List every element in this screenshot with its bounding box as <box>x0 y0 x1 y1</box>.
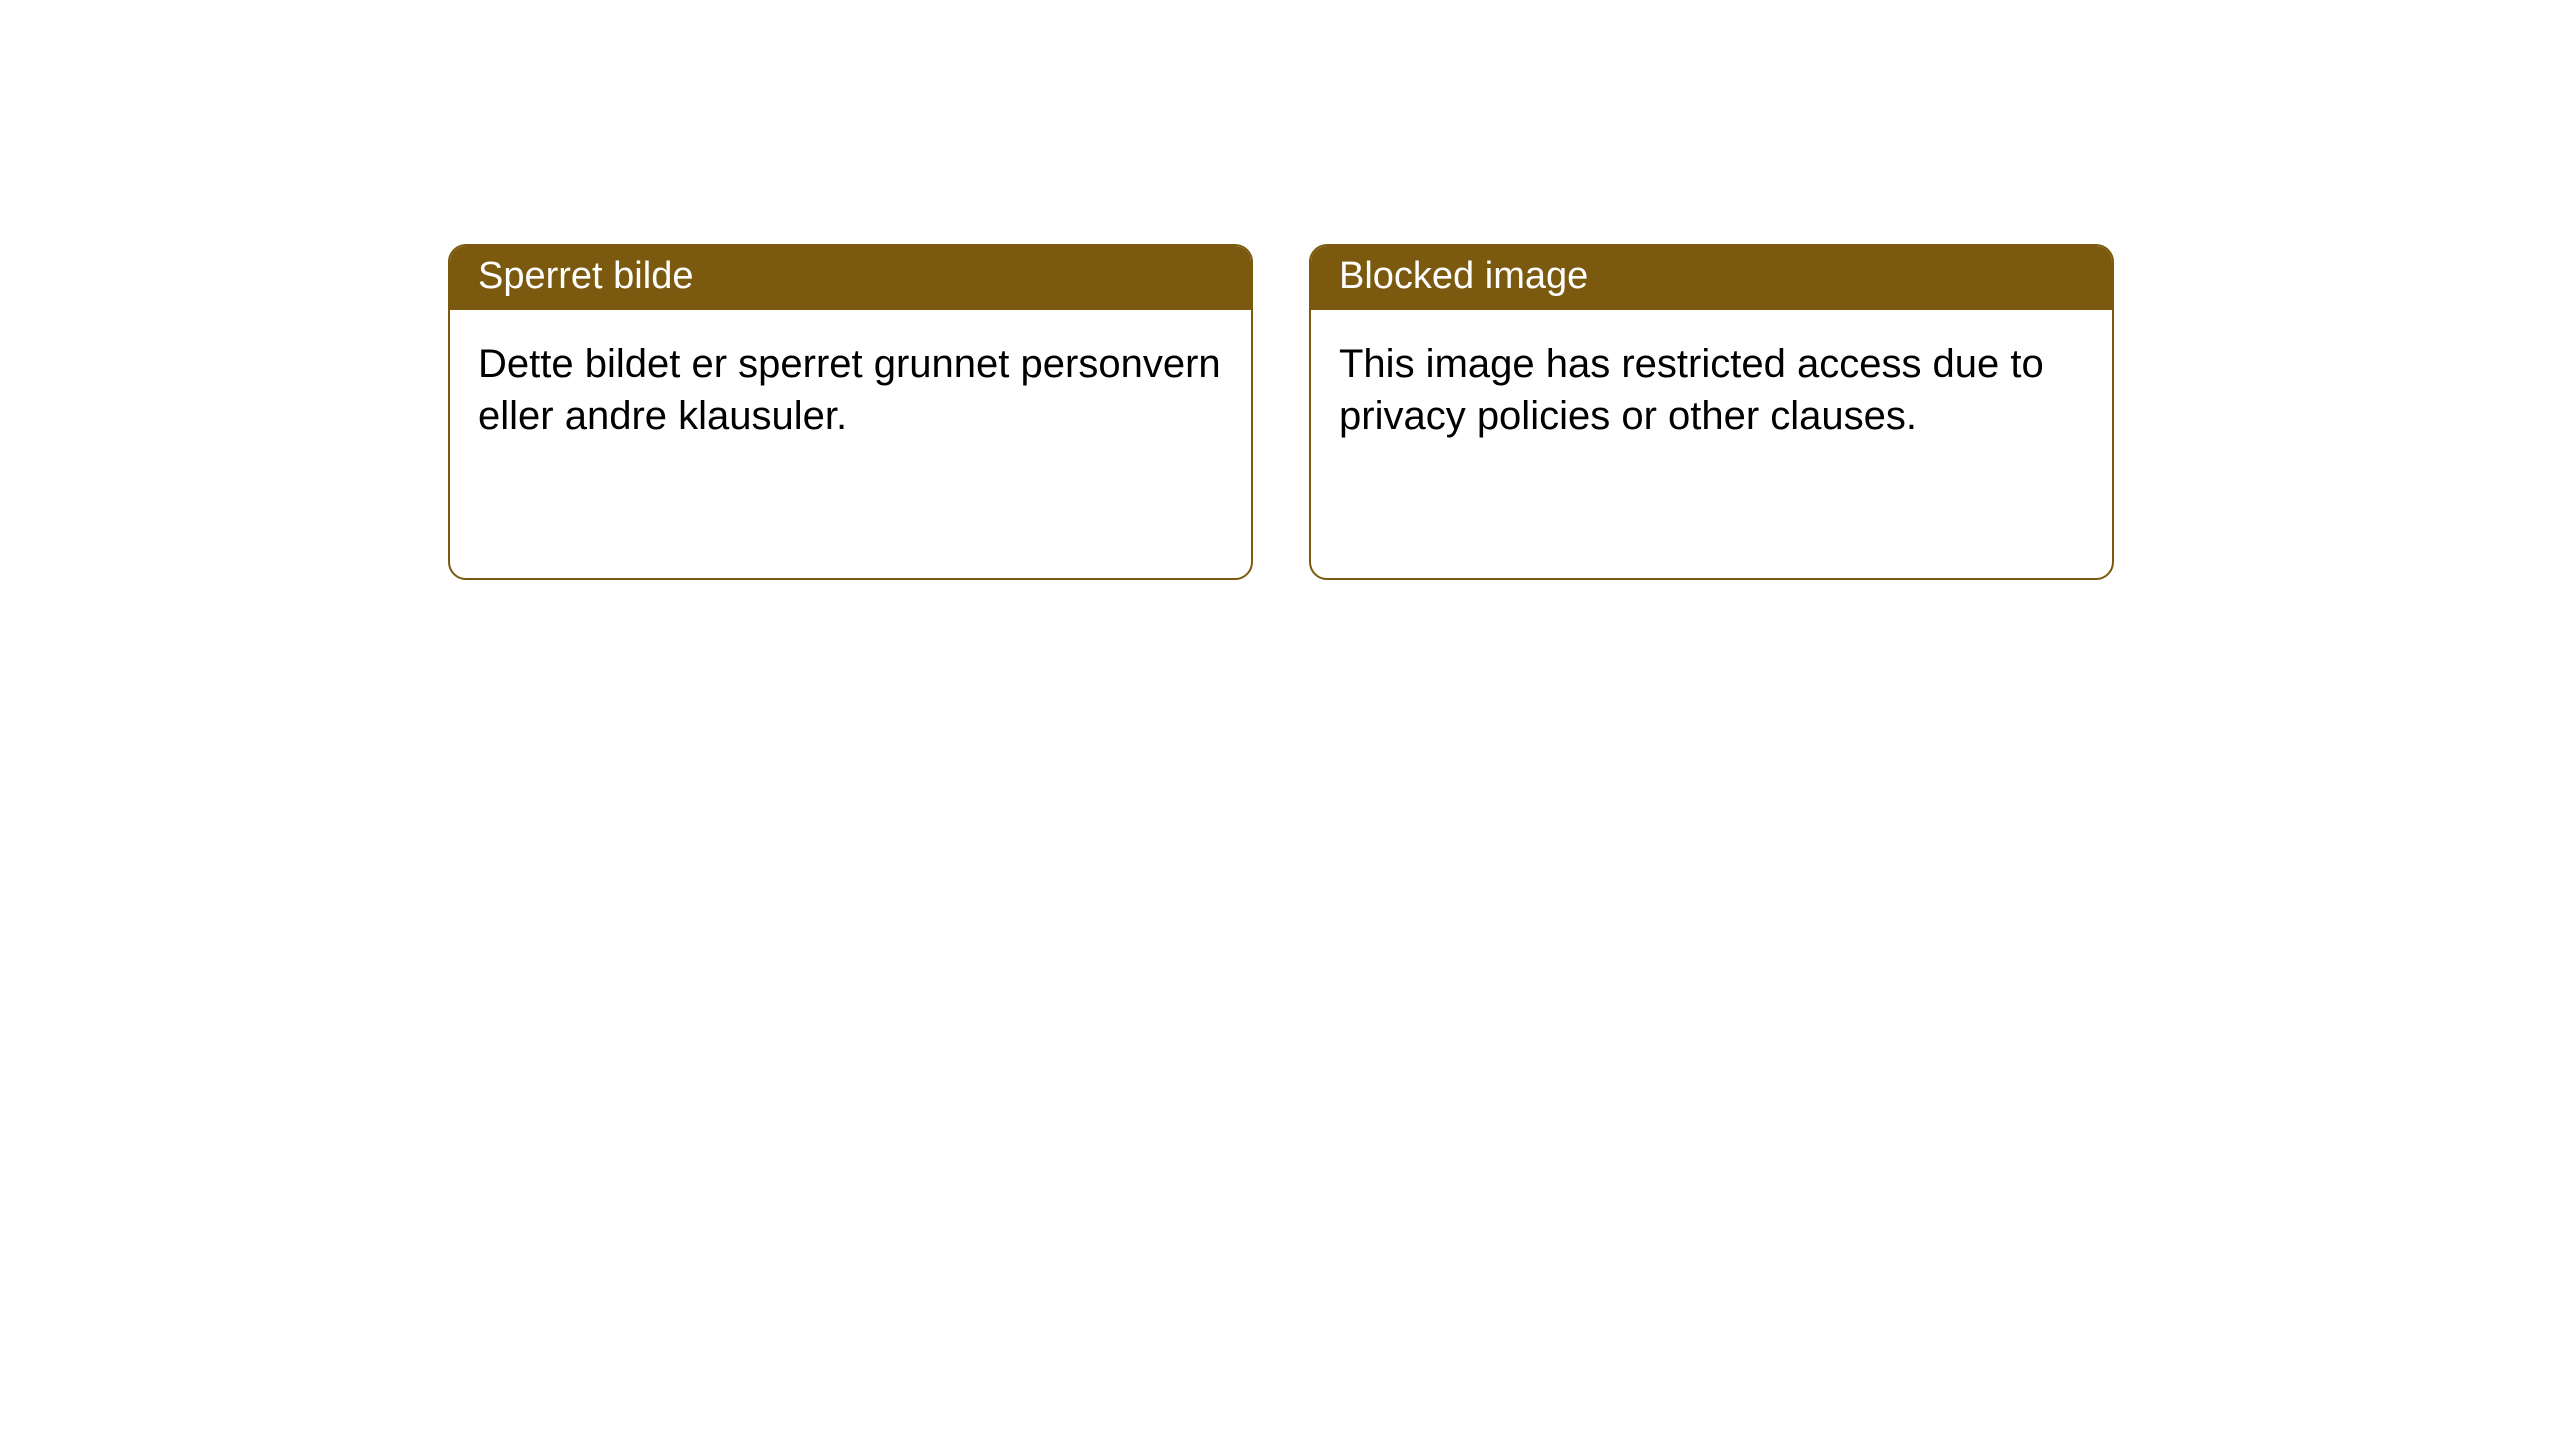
notice-container: Sperret bilde Dette bildet er sperret gr… <box>0 0 2560 580</box>
notice-card-norwegian: Sperret bilde Dette bildet er sperret gr… <box>448 244 1253 580</box>
notice-header: Sperret bilde <box>450 246 1251 310</box>
notice-body: This image has restricted access due to … <box>1311 310 2112 470</box>
notice-header: Blocked image <box>1311 246 2112 310</box>
notice-card-english: Blocked image This image has restricted … <box>1309 244 2114 580</box>
notice-body: Dette bildet er sperret grunnet personve… <box>450 310 1251 470</box>
